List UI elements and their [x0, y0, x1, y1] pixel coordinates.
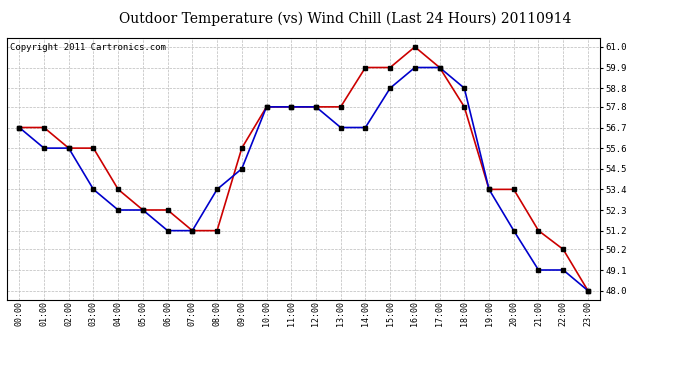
Text: Outdoor Temperature (vs) Wind Chill (Last 24 Hours) 20110914: Outdoor Temperature (vs) Wind Chill (Las…	[119, 11, 571, 26]
Text: Copyright 2011 Cartronics.com: Copyright 2011 Cartronics.com	[10, 43, 166, 52]
